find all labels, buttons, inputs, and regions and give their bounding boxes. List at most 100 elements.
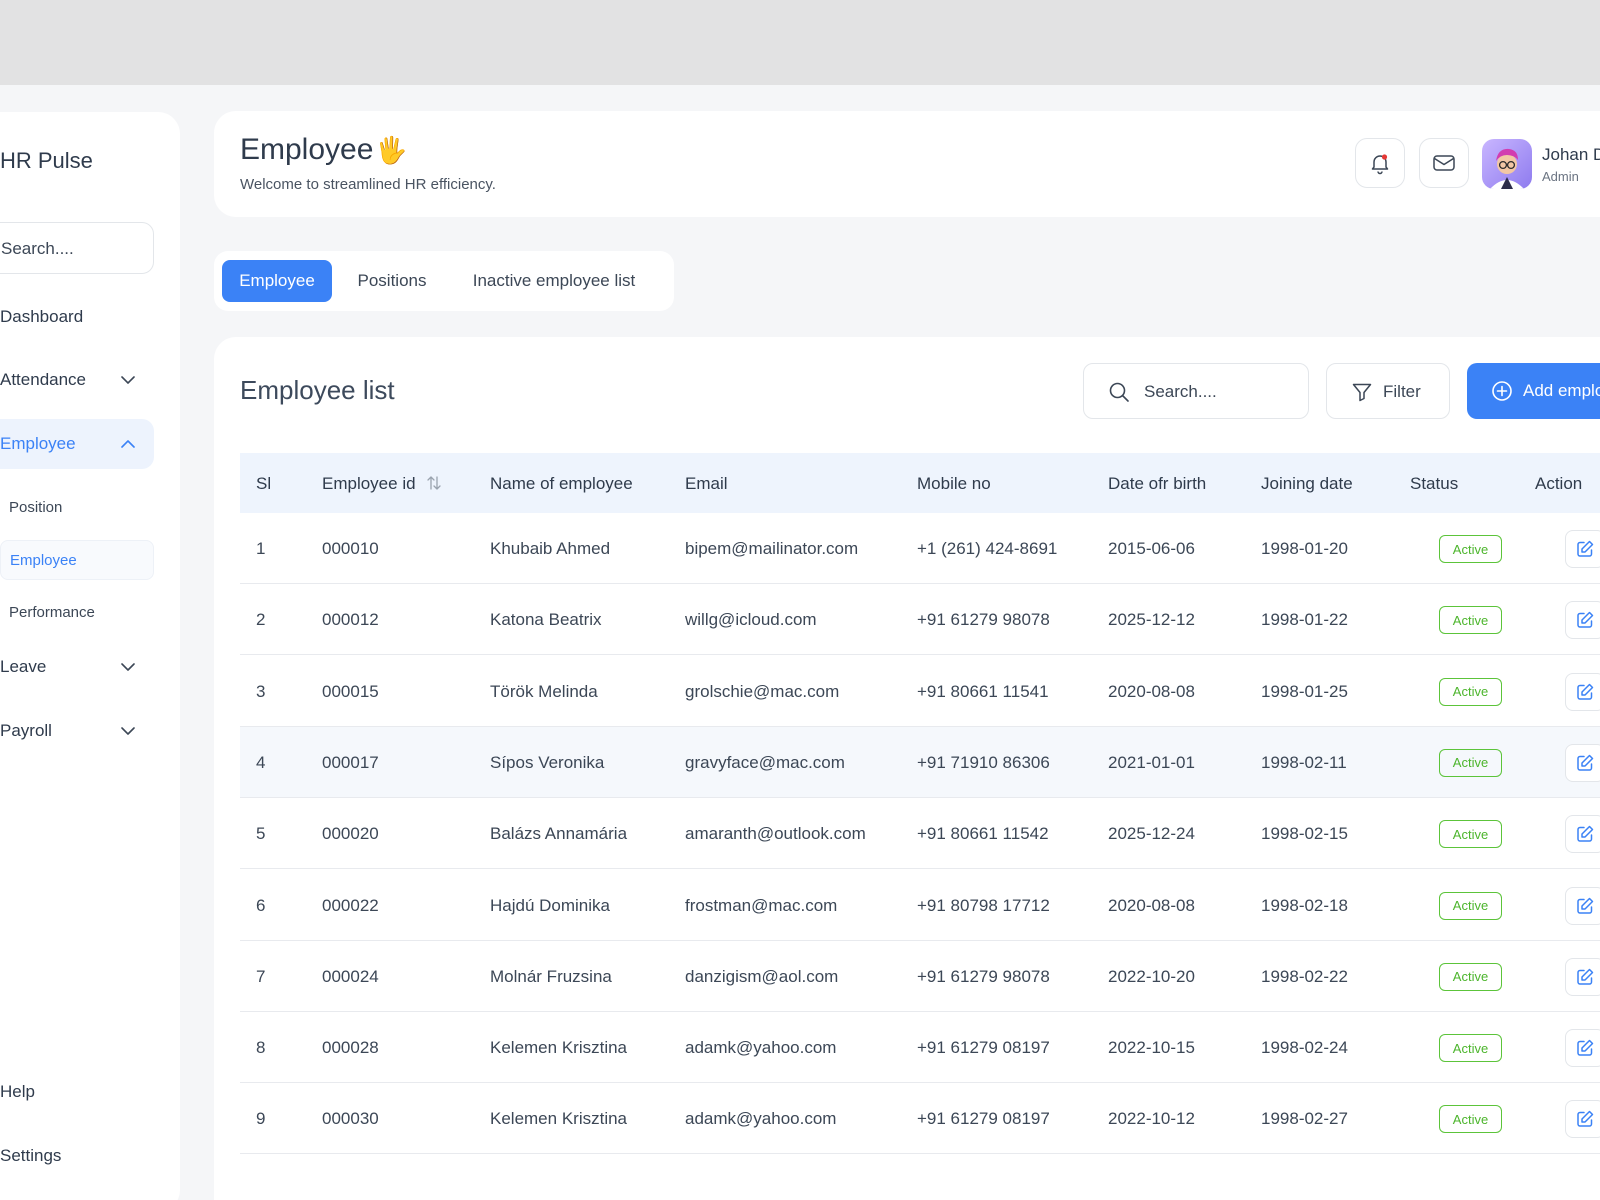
sidebar-item-label: Leave — [0, 657, 47, 676]
cell-joined: 1998-02-24 — [1261, 1038, 1348, 1058]
edit-icon — [1577, 1039, 1594, 1056]
cell-dob: 2015-06-06 — [1108, 539, 1195, 558]
cell-name: Hajdú Dominika — [490, 895, 610, 915]
cell-sl: 1 — [256, 539, 266, 558]
user-role: Admin — [1542, 169, 1579, 184]
sidebar-search-input[interactable]: Search.... — [0, 222, 154, 274]
sidebar-item-payroll[interactable]: Payroll — [0, 706, 154, 756]
status-badge: Active — [1439, 891, 1502, 920]
column-header-action: Action — [1535, 474, 1583, 493]
cell-name: Balázs Annamária — [490, 824, 628, 844]
cell-email: danzigism@aol.com — [685, 966, 839, 986]
sidebar-item-leave[interactable]: Leave — [0, 642, 154, 692]
cell-email: grolschie@mac.com — [685, 681, 840, 701]
edit-icon — [1577, 754, 1594, 771]
tab-inactive-employee-list[interactable]: Inactive employee list — [472, 271, 636, 290]
notifications-button[interactable] — [1355, 138, 1405, 188]
mail-icon — [1433, 155, 1455, 171]
table-row[interactable]: 2 000012 Katona Beatrix willg@icloud.com +91… — [240, 584, 1600, 656]
cell-mobile: +91 61279 98078 — [917, 610, 1050, 630]
brand-name: HR Pulse — [0, 148, 93, 173]
edit-button[interactable] — [1565, 1100, 1600, 1139]
status-badge: Active — [1439, 1034, 1502, 1063]
table-search-input[interactable]: Search.... — [1083, 363, 1309, 419]
cell-email: willg@icloud.com — [685, 610, 817, 630]
table-row[interactable]: 1 000010 Khubaib Ahmed bipem@mailinator.com… — [240, 513, 1600, 584]
column-header-sl: Sl — [256, 474, 272, 493]
status-badge: Active — [1439, 962, 1502, 991]
edit-button[interactable] — [1565, 601, 1600, 640]
cell-id: 000024 — [322, 966, 379, 986]
cell-dob: 2021-01-01 — [1108, 752, 1195, 772]
edit-button[interactable] — [1565, 743, 1600, 782]
cell-email: gravyface@mac.com — [685, 752, 845, 772]
messages-button[interactable] — [1419, 138, 1469, 188]
sidebar-item-label: Dashboard — [0, 307, 84, 326]
cell-mobile: +91 80661 11542 — [917, 824, 1049, 844]
sidebar-item-dashboard[interactable]: Dashboard — [0, 292, 154, 342]
cell-joined: 1998-01-25 — [1261, 681, 1348, 701]
bell-icon — [1371, 154, 1389, 175]
sidebar-item-label: Help — [0, 1082, 35, 1101]
table-row[interactable]: 7 000024 Molnár Fruzsina danzigism@aol.com +… — [240, 941, 1600, 1012]
sidebar-item-help[interactable]: Help — [0, 1067, 154, 1117]
cell-mobile: +1 (261) 424-8691 — [917, 539, 1058, 558]
edit-button[interactable] — [1565, 530, 1600, 568]
cell-sl: 4 — [256, 752, 266, 772]
cell-id: 000017 — [322, 752, 379, 772]
column-header-status: Status — [1410, 474, 1459, 493]
column-header-employee-id[interactable]: Employee id — [322, 474, 416, 493]
cell-id: 000012 — [322, 610, 379, 630]
page-subtitle: Welcome to streamlined HR efficiency. — [240, 176, 496, 193]
search-icon — [1109, 382, 1129, 402]
top-strip — [0, 0, 1600, 85]
cell-joined: 1998-02-22 — [1261, 966, 1348, 986]
sidebar-item-settings[interactable]: Settings — [0, 1131, 154, 1181]
cell-dob: 2025-12-12 — [1108, 610, 1195, 630]
add-employee-label: Add employee — [1523, 381, 1600, 400]
table-row[interactable]: 9 000030 Kelemen Krisztina adamk@yahoo.com +… — [240, 1083, 1600, 1155]
sidebar-item-attendance[interactable]: Attendance — [0, 355, 154, 405]
sidebar-subitem-performance[interactable]: Performance — [9, 604, 95, 621]
tab-positions[interactable]: Positions — [357, 271, 427, 290]
table-row[interactable]: 8 000028 Kelemen Krisztina adamk@yahoo.com +… — [240, 1012, 1600, 1084]
edit-button[interactable] — [1565, 815, 1600, 854]
edit-button[interactable] — [1565, 886, 1600, 925]
add-employee-button[interactable]: Add employee — [1467, 363, 1600, 419]
status-badge: Active — [1439, 606, 1502, 635]
table-row[interactable]: 3 000015 Török Melinda grolschie@mac.com +91… — [240, 656, 1600, 727]
cell-sl: 8 — [256, 1038, 266, 1058]
column-header-mobile: Mobile no — [917, 474, 991, 493]
cell-joined: 1998-02-18 — [1261, 895, 1348, 915]
cell-mobile: +91 71910 86306 — [917, 752, 1050, 772]
column-header-name: Name of employee — [490, 474, 633, 493]
edit-button[interactable] — [1565, 1029, 1600, 1068]
cell-id: 000030 — [322, 1109, 379, 1129]
cell-dob: 2022-10-15 — [1108, 1038, 1195, 1058]
table-row[interactable]: 5 000020 Balázs Annamária amaranth@outlook.… — [240, 798, 1600, 870]
cell-sl: 6 — [256, 895, 266, 915]
page-header: Employee 🖐 Welcome to streamlined HR eff… — [214, 111, 1600, 217]
edit-button[interactable] — [1565, 957, 1600, 996]
cell-sl: 2 — [256, 610, 266, 630]
cell-name: Katona Beatrix — [490, 610, 602, 630]
sidebar-item-employee[interactable]: Employee — [0, 419, 154, 469]
table-row[interactable]: 6 000022 Hajdú Dominika frostman@mac.com +91… — [240, 870, 1600, 941]
edit-icon — [1577, 612, 1594, 629]
sort-icon[interactable] — [426, 474, 442, 492]
edit-icon — [1577, 1111, 1594, 1128]
tab-bar: Employee Positions Inactive employee lis… — [214, 251, 674, 311]
sidebar-subitem-employee[interactable]: Employee — [0, 540, 154, 580]
column-header-dob: Date ofr birth — [1108, 474, 1207, 493]
sidebar-subitem-position[interactable]: Position — [9, 499, 63, 516]
edit-icon — [1577, 540, 1594, 557]
cell-id: 000028 — [322, 1038, 379, 1058]
avatar[interactable] — [1482, 139, 1532, 189]
filter-button[interactable]: Filter — [1326, 363, 1450, 419]
edit-button[interactable] — [1565, 672, 1600, 711]
table-row[interactable]: 4 000017 Sípos Veronika gravyface@mac.com +9… — [240, 726, 1600, 798]
cell-joined: 1998-01-20 — [1261, 539, 1348, 558]
cell-sl: 3 — [256, 681, 266, 701]
tab-employee[interactable]: Employee — [222, 260, 332, 302]
cell-name: Török Melinda — [490, 681, 598, 701]
